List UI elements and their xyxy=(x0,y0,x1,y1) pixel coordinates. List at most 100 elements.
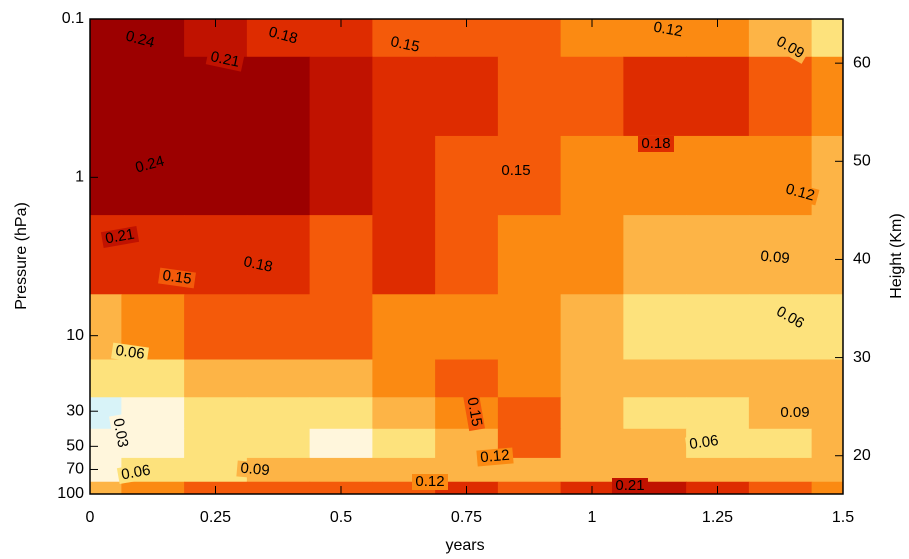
contour-cell xyxy=(497,215,562,295)
contour-label: 0.12 xyxy=(652,19,684,41)
contour-label-bg xyxy=(108,413,132,453)
contour-label: 0.21 xyxy=(209,48,241,71)
contour-cell xyxy=(184,294,248,360)
x-tick-label: 1.5 xyxy=(832,509,854,526)
contour-cell xyxy=(811,19,844,58)
contour-cell xyxy=(435,215,499,295)
contour-label: 0.06 xyxy=(120,462,152,484)
contour-cell xyxy=(121,56,185,137)
contour-cell xyxy=(435,135,499,216)
x-tick-label: 0 xyxy=(86,509,95,526)
contour-cell xyxy=(560,294,624,360)
contour-cell xyxy=(686,359,750,398)
contour-label: 0.18 xyxy=(641,135,670,152)
contour-cell xyxy=(121,397,185,430)
x-tick-label: 0.25 xyxy=(200,509,231,526)
contour-cell xyxy=(686,56,750,137)
contour-cell xyxy=(90,481,122,495)
contour-cell xyxy=(748,359,813,398)
contour-cell xyxy=(435,56,499,137)
contour-label-bg xyxy=(476,447,514,467)
contour-cell xyxy=(309,56,373,137)
y-axis-label: Pressure (hPa) xyxy=(13,202,30,310)
contour-cell xyxy=(184,135,248,216)
contour-cell xyxy=(686,135,750,216)
y-tick-label: 50 xyxy=(66,438,84,455)
contour-label-bg xyxy=(685,432,723,454)
contour-label-bg xyxy=(158,267,196,289)
contour-label-bg xyxy=(111,342,149,364)
contour-cell xyxy=(811,359,844,398)
contour-label-bg xyxy=(462,392,486,432)
contour-cell xyxy=(811,135,844,216)
contour-label: 0.12 xyxy=(784,180,817,204)
contour-label: 0.03 xyxy=(110,417,132,449)
contour-label: 0.15 xyxy=(389,33,421,56)
contour-cell xyxy=(90,359,122,398)
y-tick-label: 1 xyxy=(75,169,84,186)
contour-cell xyxy=(309,359,373,398)
contour-cell xyxy=(435,294,499,360)
contour-label: 0.21 xyxy=(104,226,136,248)
y-tick-label: 30 xyxy=(66,402,84,419)
contour-cell xyxy=(90,457,122,483)
contour-cell xyxy=(560,135,624,216)
contour-cell xyxy=(246,135,311,216)
contour-cell xyxy=(748,481,813,495)
contour-label-bg xyxy=(205,48,245,72)
contour-label: 0.12 xyxy=(415,473,444,490)
contour-cell xyxy=(748,457,813,483)
contour-cell xyxy=(560,215,624,295)
contour-cell xyxy=(435,359,499,398)
contour-label-bg xyxy=(638,136,674,152)
contour-cell xyxy=(246,359,311,398)
contour-label-bg xyxy=(236,460,274,480)
contour-label: 0.24 xyxy=(134,152,167,176)
contour-label-bg xyxy=(130,152,170,178)
contour-cell xyxy=(184,457,248,483)
contour-cell xyxy=(560,428,624,459)
contour-cell xyxy=(497,397,562,430)
contour-cell xyxy=(246,56,311,137)
y2-tick-label: 40 xyxy=(853,251,871,268)
contour-label-bg xyxy=(412,474,448,490)
contour-cell xyxy=(497,19,562,58)
contour-label-bg xyxy=(756,248,794,268)
contour-label: 0.12 xyxy=(480,447,511,466)
contour-cell xyxy=(309,457,373,483)
contour-label: 0.18 xyxy=(242,253,274,276)
contour-label: 0.24 xyxy=(124,27,157,51)
contour-cell xyxy=(748,56,813,137)
contour-label-bg xyxy=(498,163,534,179)
contour-cell xyxy=(372,135,436,216)
contour-cell xyxy=(372,359,436,398)
contour-cell xyxy=(623,428,687,459)
contour-cell xyxy=(811,294,844,360)
contour-label: 0.15 xyxy=(501,162,530,179)
contour-cell xyxy=(811,397,844,430)
contour-label-bg xyxy=(263,23,303,49)
contour-label: 0.09 xyxy=(760,248,791,267)
contour-label: 0.21 xyxy=(615,477,644,494)
contour-cell xyxy=(811,428,844,459)
contour-cell xyxy=(686,215,750,295)
contour-label-bg xyxy=(116,461,156,485)
contour-cell xyxy=(90,215,122,295)
y-tick-label: 70 xyxy=(66,461,84,478)
contour-label-bg xyxy=(385,33,425,57)
contour-cell xyxy=(309,215,373,295)
contour-cell xyxy=(121,481,185,495)
contour-label-bg xyxy=(100,225,140,249)
y2-tick-label: 20 xyxy=(853,447,871,464)
y-tick-label: 100 xyxy=(57,485,84,502)
contour-label-bg xyxy=(648,18,688,42)
contour-cell xyxy=(184,397,248,430)
contour-cell xyxy=(560,397,624,430)
contour-cell xyxy=(497,56,562,137)
contour-cell xyxy=(309,135,373,216)
contour-cell xyxy=(686,294,750,360)
contour-cell xyxy=(246,397,311,430)
contour-cell xyxy=(497,481,562,495)
contour-cell xyxy=(623,359,687,398)
